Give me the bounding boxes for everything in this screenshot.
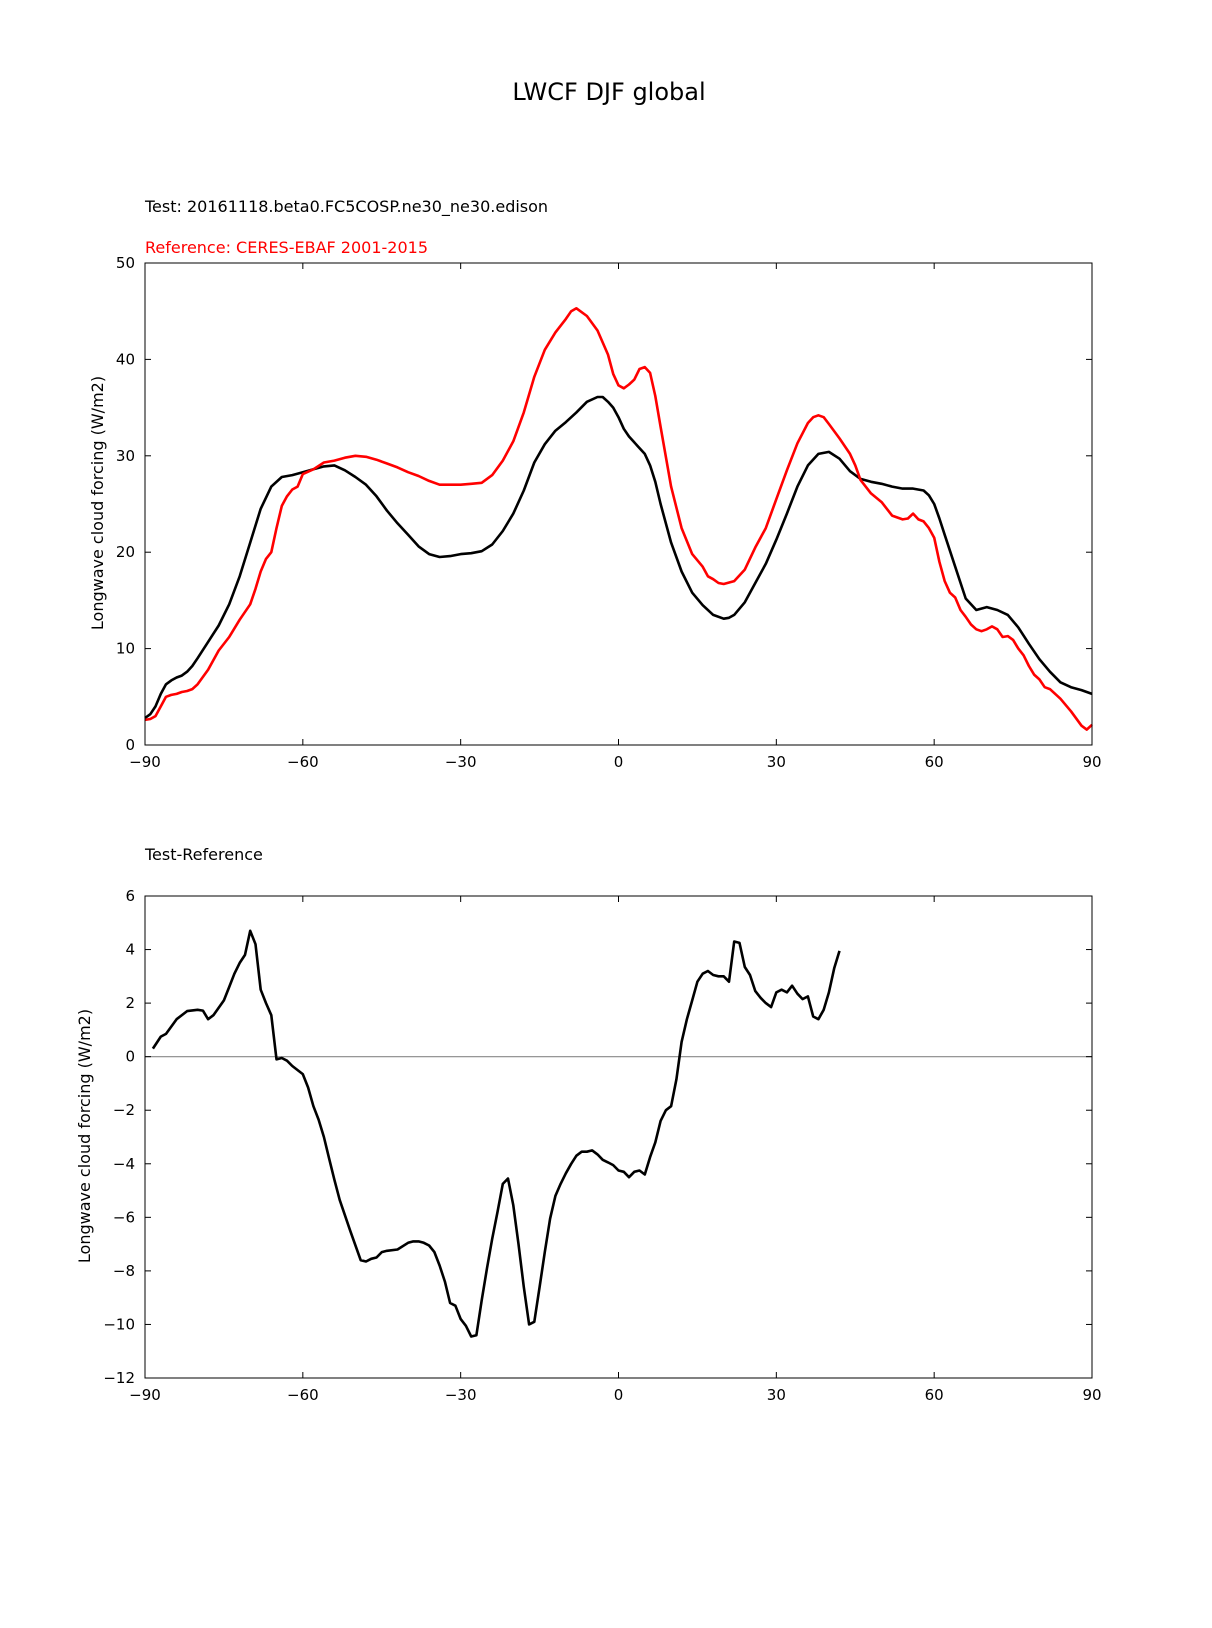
top-series-line-0 — [144, 395, 1093, 720]
reference-label: Reference: CERES-EBAF 2001-2015 — [145, 238, 428, 257]
top-y-tick-label: 40 — [116, 350, 135, 368]
bottom-x-tick-label: 30 — [767, 1386, 786, 1404]
top-y-tick-label: 50 — [116, 254, 135, 272]
top-y-tick-label: 30 — [116, 447, 135, 465]
bottom-plot-frame — [144, 895, 1093, 1379]
bottom-y-tick-label: −4 — [113, 1155, 135, 1173]
bottom-y-tick-label: 4 — [125, 941, 135, 959]
bottom-x-tick-label: −30 — [445, 1386, 477, 1404]
bottom-x-tick-label: −60 — [287, 1386, 319, 1404]
top-y-tick-label: 0 — [125, 736, 135, 754]
top-x-tick-label: −30 — [445, 753, 477, 771]
bottom-y-tick-label: −12 — [103, 1369, 135, 1387]
top-y-tick-label: 20 — [116, 543, 135, 561]
bottom-y-tick-label: 0 — [125, 1048, 135, 1066]
top-y-tick-label: 10 — [116, 640, 135, 658]
test-label: Test: 20161118.beta0.FC5COSP.ne30_ne30.e… — [144, 197, 548, 217]
top-y-axis-label: Longwave cloud forcing (W/m2) — [88, 376, 107, 630]
bottom-panel: Test-Reference Longwave cloud forcing (W… — [75, 845, 1102, 1404]
top-plot-frame — [144, 262, 1093, 746]
bottom-y-tick-label: −6 — [113, 1208, 135, 1226]
bottom-x-tick-label: 0 — [614, 1386, 624, 1404]
bottom-x-tick-label: −90 — [129, 1386, 161, 1404]
bottom-series-line-0 — [151, 929, 841, 1338]
top-panel: Test: 20161118.beta0.FC5COSP.ne30_ne30.e… — [88, 197, 1102, 771]
bottom-y-tick-label: 2 — [125, 994, 135, 1012]
top-x-tick-label: −90 — [129, 753, 161, 771]
bottom-y-tick-label: −2 — [113, 1101, 135, 1119]
top-x-tick-label: 0 — [614, 753, 624, 771]
bottom-y-tick-label: −10 — [103, 1315, 135, 1333]
figure-title: LWCF DJF global — [512, 78, 705, 106]
top-x-tick-label: 60 — [925, 753, 944, 771]
bottom-y-axis-label: Longwave cloud forcing (W/m2) — [75, 1009, 94, 1263]
top-x-tick-label: 90 — [1082, 753, 1101, 771]
bottom-y-tick-label: 6 — [125, 887, 135, 905]
bottom-y-tick-label: −8 — [113, 1262, 135, 1280]
top-x-tick-label: −60 — [287, 753, 319, 771]
difference-label: Test-Reference — [144, 845, 263, 864]
top-series-line-1 — [144, 307, 1093, 731]
bottom-x-tick-label: 60 — [925, 1386, 944, 1404]
top-x-tick-label: 30 — [767, 753, 786, 771]
bottom-x-tick-label: 90 — [1082, 1386, 1101, 1404]
